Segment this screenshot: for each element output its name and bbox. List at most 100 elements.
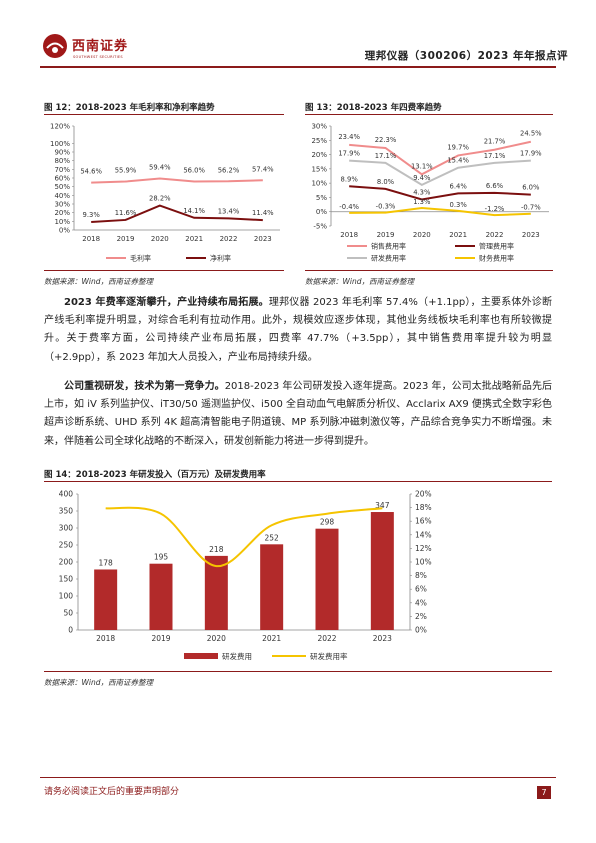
bar: [315, 528, 339, 630]
y-right-tick-label: 10%: [415, 558, 432, 567]
fig12-rule: [44, 114, 284, 115]
bar: [204, 555, 228, 630]
fig13-chart: -5% 0% 5% 10% 15% 20% 25% 30% 2018 2019 2020 2021 20…: [311, 123, 549, 263]
x-tick-label: 2022: [317, 634, 336, 643]
logo-text: 西南证券: [72, 39, 129, 54]
y-left-tick-label: 300: [59, 524, 74, 533]
y-tick-label: 20%: [311, 151, 327, 159]
data-label: 19.7%: [447, 143, 469, 151]
fig14-bottom-rule: [44, 671, 552, 672]
x-tick-label: 2021: [449, 231, 467, 239]
bar: [260, 544, 284, 630]
y-tick-label: 30%: [54, 201, 70, 209]
series-line-0: [91, 177, 263, 184]
paragraph-fee-rate-body: 理邦仪器 2023 年毛利率 57.4%（+1.1pp），主要系体外诊断产线毛利…: [44, 297, 552, 363]
paragraph-rd: 公司重视研发，技术为第一竞争力。2018-2023 年公司研发投入逐年提高。20…: [44, 378, 552, 451]
x-tick-label: 2020: [413, 231, 431, 239]
paragraph-rd-body: 2018-2023 年公司研发投入逐年提高。2023 年，公司太批战略新品先后上…: [44, 381, 552, 447]
y-tick-label: 30%: [311, 123, 327, 131]
y-tick-label: 60%: [54, 175, 70, 183]
x-tick-label: 2022: [486, 231, 504, 239]
data-label: 9.4%: [413, 174, 431, 182]
y-left-tick-label: 150: [59, 575, 74, 584]
data-label: -0.3%: [376, 203, 396, 211]
data-label: 4.3%: [413, 188, 431, 196]
data-label: 17.9%: [338, 150, 360, 158]
y-tick-label: 15%: [311, 165, 327, 173]
x-tick-label: 2021: [185, 235, 203, 243]
paragraph-fee-rate-lead: 2023 年费率逐渐攀升，产业持续布局拓展。: [64, 297, 269, 308]
data-label: 56.2%: [218, 166, 240, 174]
fig14-source: 数据来源：Wind，西南证券整理: [44, 678, 154, 687]
y-left-tick-label: 0: [68, 626, 73, 635]
x-tick-label: 2021: [262, 634, 281, 643]
y-left-tick-label: 350: [59, 507, 74, 516]
series-line-1: [91, 204, 263, 223]
y-tick-label: 80%: [54, 157, 70, 165]
x-tick-label: 2018: [340, 231, 358, 239]
paragraph-rd-lead: 公司重视研发，技术为第一竞争力。: [64, 381, 225, 392]
rd-rate-line: [105, 506, 383, 568]
data-label: 23.4%: [338, 133, 360, 141]
bar: [370, 512, 394, 630]
x-tick-label: 2023: [522, 231, 540, 239]
y-right-tick-label: 14%: [415, 530, 432, 539]
y-tick-label: 50%: [54, 183, 70, 191]
y-right-tick-label: 20%: [415, 490, 432, 499]
paragraph-fee-rate: 2023 年费率逐渐攀升，产业持续布局拓展。理邦仪器 2023 年毛利率 57.…: [44, 294, 552, 367]
legend-label-line: 研发费用率: [310, 651, 348, 661]
data-label: 1.3%: [413, 198, 431, 206]
y-tick-label: 0%: [59, 227, 70, 235]
header-rule: [40, 66, 556, 68]
data-label: 13.1%: [411, 162, 433, 170]
data-label: 14.1%: [183, 207, 205, 215]
data-label: 8.0%: [377, 178, 395, 186]
x-tick-label: 2019: [117, 235, 135, 243]
data-label: 59.4%: [149, 164, 171, 172]
y-tick-label: 10%: [311, 180, 327, 188]
y-left-tick-label: 50: [63, 609, 73, 618]
x-tick-label: 2020: [207, 634, 226, 643]
data-label: 6.6%: [486, 182, 504, 190]
x-tick-label: 2018: [96, 634, 115, 643]
data-label: 57.4%: [252, 165, 274, 173]
data-label: 56.0%: [183, 166, 205, 174]
data-label: 11.4%: [252, 209, 274, 217]
bar-label: 252: [265, 533, 280, 542]
fig13-title: 图 13：2018-2023 年四费率趋势: [305, 103, 442, 113]
data-label: 15.4%: [447, 157, 469, 165]
fig12-chart: 0%10%20%30%40%50%60%70%80%90%100% 120% 201…: [50, 123, 280, 263]
y-tick-label: 40%: [54, 192, 70, 200]
fig12-title: 图 12：2018-2023 年毛利率和净利率趋势: [44, 103, 215, 113]
y-tick-label: 25%: [311, 137, 327, 145]
series-line-2: [349, 159, 531, 186]
data-label: -1.2%: [485, 205, 505, 213]
data-label: 17.9%: [520, 150, 542, 158]
fig14-chart: 0 50 100 150 200 250 300 350 400 0% 2% 4% 6% 8% 10% 12%…: [59, 490, 432, 662]
data-label: 24.5%: [520, 130, 542, 138]
y-left-tick-label: 400: [59, 490, 74, 499]
legend-label: 净利率: [210, 254, 231, 263]
y-tick-label: 20%: [54, 209, 70, 217]
data-label: 13.4%: [218, 207, 240, 215]
legend-label: 研发费用率: [371, 254, 406, 263]
y-left-tick-label: 250: [59, 541, 74, 550]
y-tick-label: 70%: [54, 166, 70, 174]
y-right-tick-label: 12%: [415, 544, 432, 553]
data-label: 17.1%: [375, 152, 397, 160]
y-right-tick-label: 2%: [415, 612, 427, 621]
bar-label: 347: [375, 501, 390, 510]
y-right-tick-label: 0%: [415, 626, 427, 635]
footer-notice: 请务必阅读正文后的重要声明部分: [44, 787, 180, 797]
data-label: 28.2%: [149, 195, 171, 203]
fig13-rule: [305, 114, 553, 115]
data-label: 55.9%: [115, 167, 137, 175]
y-right-tick-label: 4%: [415, 598, 427, 607]
y-tick-label: 120%: [50, 123, 70, 131]
data-label: 8.9%: [341, 175, 359, 183]
y-right-tick-label: 8%: [415, 571, 427, 580]
data-label: 6.0%: [522, 184, 540, 192]
x-tick-label: 2023: [254, 235, 272, 243]
data-label: -0.7%: [521, 204, 541, 212]
legend-label-bar: 研发费用: [222, 651, 252, 661]
